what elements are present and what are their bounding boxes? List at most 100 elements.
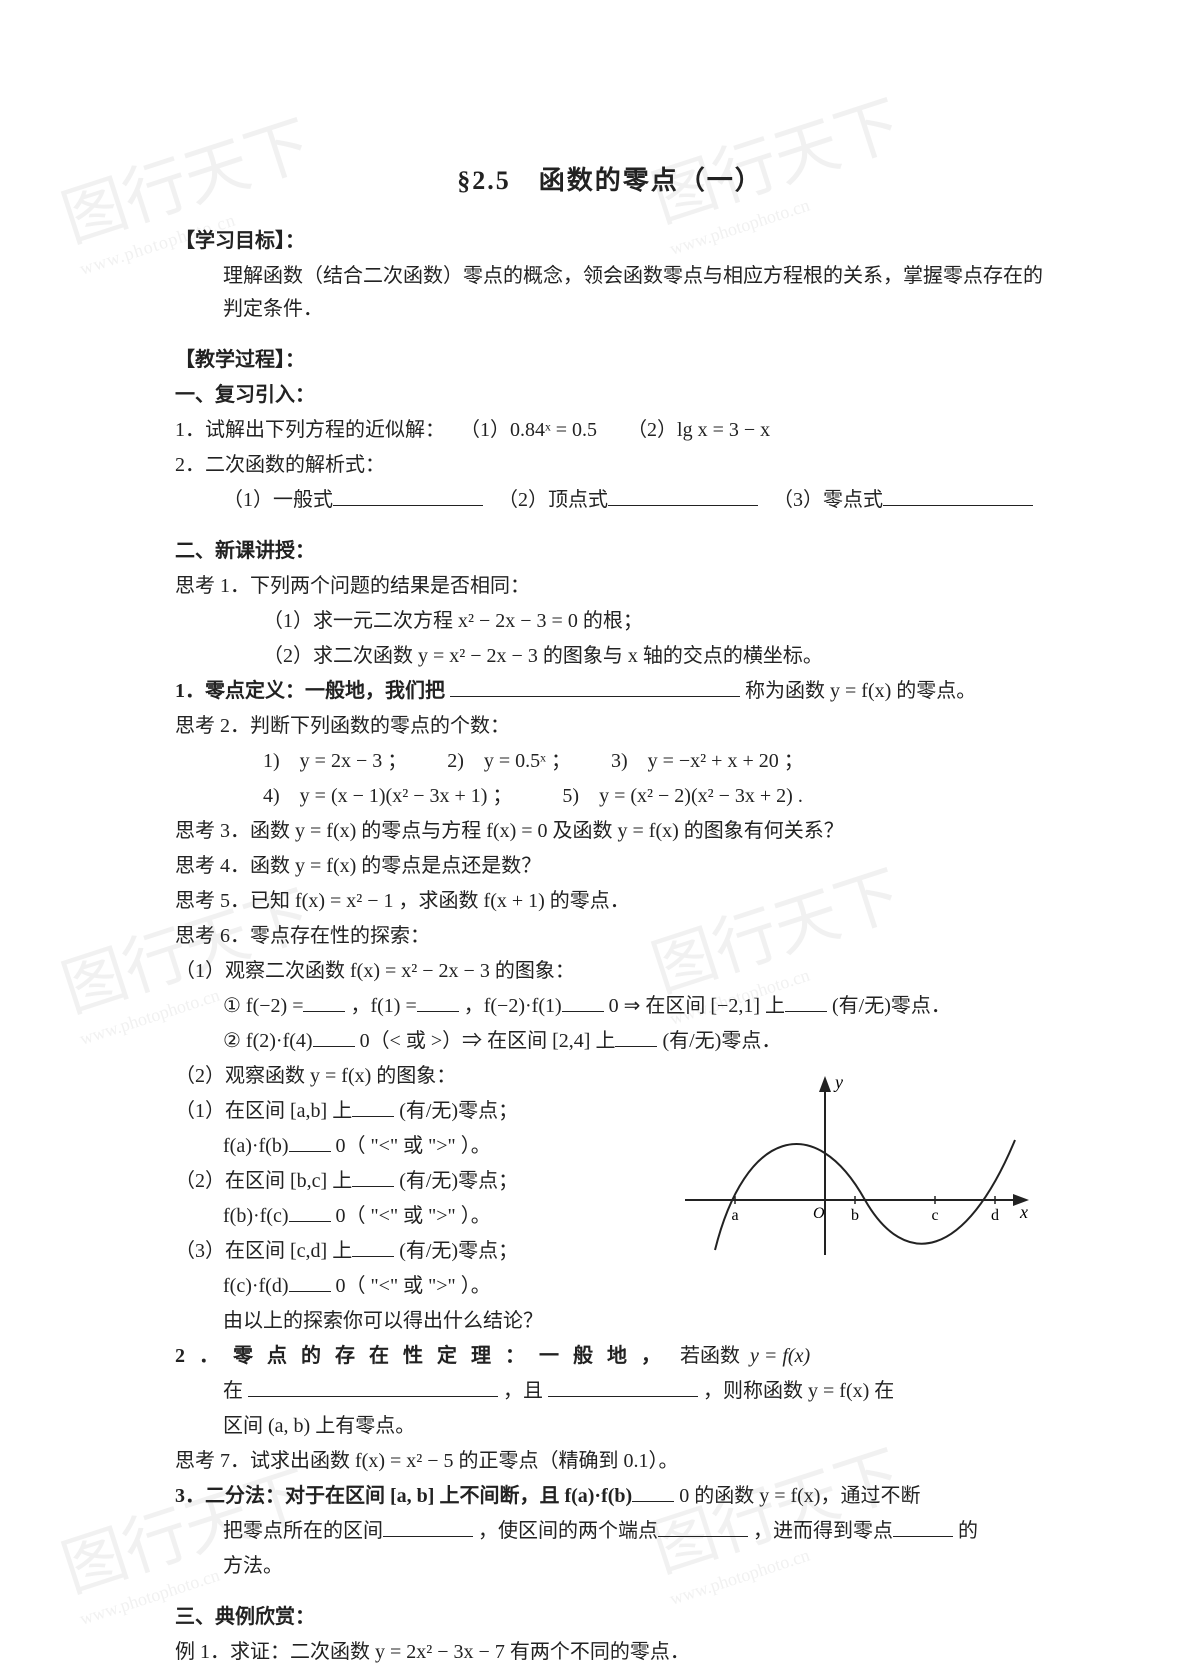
sk6-2-3c: f(c)·f(d) 0（ "<" 或 ">" ）。 <box>175 1270 655 1303</box>
thm-label: 2．零点的存在性定理：一般地， <box>175 1345 675 1367</box>
blank <box>289 1130 331 1152</box>
sk7: 思考 7．试求出函数 f(x) = x² − 5 的正零点（精确到 0.1）。 <box>175 1445 1045 1478</box>
blank <box>562 990 604 1012</box>
ex1: 例 1．求证：二次函数 y = 2x² − 3x − 7 有两个不同的零点． <box>175 1636 1045 1669</box>
blank <box>352 1165 394 1187</box>
blank <box>785 990 827 1012</box>
sk6-1a: ① f(−2) = ，f(1) = ，f(−2)·f(1) 0 ⇒ 在区间 [−… <box>175 990 1045 1023</box>
t: ，f(1) = <box>350 995 416 1017</box>
t: f(c)·f(d) <box>223 1275 289 1297</box>
sk3: 思考 3．函数 y = f(x) 的零点与方程 f(x) = 0 及函数 y =… <box>175 815 1045 848</box>
blank <box>608 484 758 506</box>
graph-svg: a b c d O y x <box>675 1070 1035 1260</box>
t: ① f(−2) = <box>223 995 303 1017</box>
zero-def: 1．零点定义：一般地，我们把 称为函数 y = f(x) 的零点。 <box>175 675 1045 708</box>
sk6-2-1: （1）在区间 [a,b] 上 (有/无)零点； <box>175 1095 655 1128</box>
sk2-i2: 2) y = 0.5ˣ ； <box>447 750 571 772</box>
blank <box>883 484 1033 506</box>
sec1-q1b: （2）lg x = 3 − x <box>627 419 770 441</box>
blank <box>450 675 740 697</box>
zero-def-label: 1．零点定义：一般地，我们把 <box>175 680 445 702</box>
sk1a: （1）求一元二次方程 x² − 2x − 3 = 0 的根； <box>175 605 1045 638</box>
zero-def-tail: 称为函数 y = f(x) 的零点。 <box>745 680 976 702</box>
sk6: 思考 6．零点存在性的探索： <box>175 920 1045 953</box>
sec3-heading: 三、典例欣赏： <box>175 1601 1045 1634</box>
goal-text: 理解函数（结合二次函数）零点的概念，领会函数零点与相应方程根的关系，掌握零点存在… <box>175 260 1045 326</box>
sk2-i5: 5) y = (x² − 2)(x² − 3x + 2) . <box>562 785 802 807</box>
blank <box>548 1375 698 1397</box>
t: 把零点所在的区间 <box>223 1520 383 1542</box>
t: 0（ "<" 或 ">" ）。 <box>336 1205 491 1227</box>
sec1-q2-forms: （1）一般式 （2）顶点式 （3）零点式 <box>175 484 1045 517</box>
sk2: 思考 2．判断下列函数的零点的个数： <box>175 710 1045 743</box>
sk2-row2: 4) y = (x − 1)(x² − 3x + 1) ； 5) y = (x²… <box>175 780 1045 813</box>
t: 在 <box>223 1380 243 1402</box>
t: 0 的函数 y = f(x)，通过不断 <box>679 1485 920 1507</box>
sk2-i4: 4) y = (x − 1)(x² − 3x + 1) ； <box>263 785 512 807</box>
t: ，进而得到零点 <box>753 1520 893 1542</box>
sk6-2-2c: f(b)·f(c) 0（ "<" 或 ">" ）。 <box>175 1200 655 1233</box>
x-label: x <box>1019 1202 1028 1222</box>
sk6-2-1c: f(a)·f(b) 0（ "<" 或 ">" ）。 <box>175 1130 655 1163</box>
sk5: 思考 5．已知 f(x) = x² − 1 ，求函数 f(x + 1) 的零点． <box>175 885 1045 918</box>
bisection-2: 把零点所在的区间 ，使区间的两个端点 ，进而得到零点 的 <box>175 1515 1045 1548</box>
t: （2）在区间 [b,c] 上 <box>175 1170 352 1192</box>
theorem-line2: 在 ，且 ，则称函数 y = f(x) 在 <box>175 1375 1045 1408</box>
t: y = f(x) <box>750 1345 810 1367</box>
t: (有/无)零点； <box>399 1170 518 1192</box>
blank <box>893 1515 953 1537</box>
blank <box>313 1025 355 1047</box>
t: 0（< 或 >）⇒ 在区间 [2,4] 上 <box>360 1030 616 1052</box>
blank <box>383 1515 473 1537</box>
sk6-2-block: （2）观察函数 y = f(x) 的图象： （1）在区间 [a,b] 上 (有/… <box>175 1060 1045 1338</box>
sec1-q2a: （1）一般式 <box>223 489 333 511</box>
t: ，且 <box>503 1380 543 1402</box>
blank <box>248 1375 498 1397</box>
sk2-row1: 1) y = 2x − 3 ； 2) y = 0.5ˣ ； 3) y = −x²… <box>175 745 1045 778</box>
sk6-2-2: （2）在区间 [b,c] 上 (有/无)零点； <box>175 1165 655 1198</box>
sec1-q2: 2．二次函数的解析式： <box>175 449 1045 482</box>
t: (有/无)零点． <box>662 1030 781 1052</box>
blank <box>658 1515 748 1537</box>
sec2-heading: 二、新课讲授： <box>175 535 1045 568</box>
t: ，f(−2)·f(1) <box>464 995 562 1017</box>
page-title: §2.5 函数的零点（一） <box>175 160 1045 203</box>
t: ，使区间的两个端点 <box>478 1520 658 1542</box>
sec1-q1-text: 1．试解出下列方程的近似解： <box>175 419 445 441</box>
t: 3．二分法：对于在区间 [a, b] 上不间断，且 f(a)·f(b) <box>175 1485 632 1507</box>
sec1-heading: 一、复习引入： <box>175 379 1045 412</box>
t: (有/无)零点． <box>832 995 951 1017</box>
blank <box>289 1200 331 1222</box>
tick-b: b <box>851 1207 859 1224</box>
t: （1）在区间 [a,b] 上 <box>175 1100 352 1122</box>
sk6-2-3: （3）在区间 [c,d] 上 (有/无)零点； <box>175 1235 655 1268</box>
sec1-q2c: （3）零点式 <box>773 489 883 511</box>
t: (有/无)零点； <box>399 1240 518 1262</box>
blank <box>333 484 483 506</box>
sk6-1b: ② f(2)·f(4) 0（< 或 >）⇒ 在区间 [2,4] 上 (有/无)零… <box>175 1025 1045 1058</box>
t: 的 <box>958 1520 978 1542</box>
blank <box>303 990 345 1012</box>
t: 0 ⇒ 在区间 [−2,1] 上 <box>609 995 785 1017</box>
sec1-q1: 1．试解出下列方程的近似解： （1）0.84ˣ = 0.5 （2）lg x = … <box>175 414 1045 447</box>
t: ② f(2)·f(4) <box>223 1030 313 1052</box>
theorem: 2．零点的存在性定理：一般地， 若函数 y = f(x) <box>175 1340 1045 1373</box>
t: （3）在区间 [c,d] 上 <box>175 1240 352 1262</box>
blank <box>289 1270 331 1292</box>
y-label: y <box>833 1072 843 1092</box>
blank <box>632 1480 674 1502</box>
t: f(a)·f(b) <box>223 1135 289 1157</box>
t: 0（ "<" 或 ">" ）。 <box>336 1275 491 1297</box>
sec1-q1a: （1）0.84ˣ = 0.5 <box>460 419 597 441</box>
bisection: 3．二分法：对于在区间 [a, b] 上不间断，且 f(a)·f(b) 0 的函… <box>175 1480 1045 1513</box>
blank <box>352 1235 394 1257</box>
sk4: 思考 4．函数 y = f(x) 的零点是点还是数？ <box>175 850 1045 883</box>
blank <box>417 990 459 1012</box>
theorem-line3: 区间 (a, b) 上有零点。 <box>175 1410 1045 1443</box>
t: f(b)·f(c) <box>223 1205 289 1227</box>
sk2-i1: 1) y = 2x − 3 ； <box>263 750 407 772</box>
document-page: §2.5 函数的零点（一） 【学习目标】： 理解函数（结合二次函数）零点的概念，… <box>175 160 1045 1671</box>
sk2-i3: 3) y = −x² + x + 20 ； <box>611 750 804 772</box>
sk6-1: （1）观察二次函数 f(x) = x² − 2x − 3 的图象： <box>175 955 1045 988</box>
sk1b: （2）求二次函数 y = x² − 2x − 3 的图象与 x 轴的交点的横坐标… <box>175 640 1045 673</box>
